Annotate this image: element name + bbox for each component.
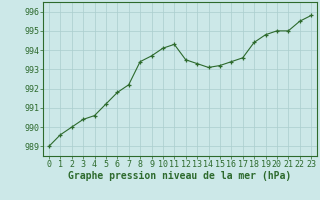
X-axis label: Graphe pression niveau de la mer (hPa): Graphe pression niveau de la mer (hPa) <box>68 171 292 181</box>
